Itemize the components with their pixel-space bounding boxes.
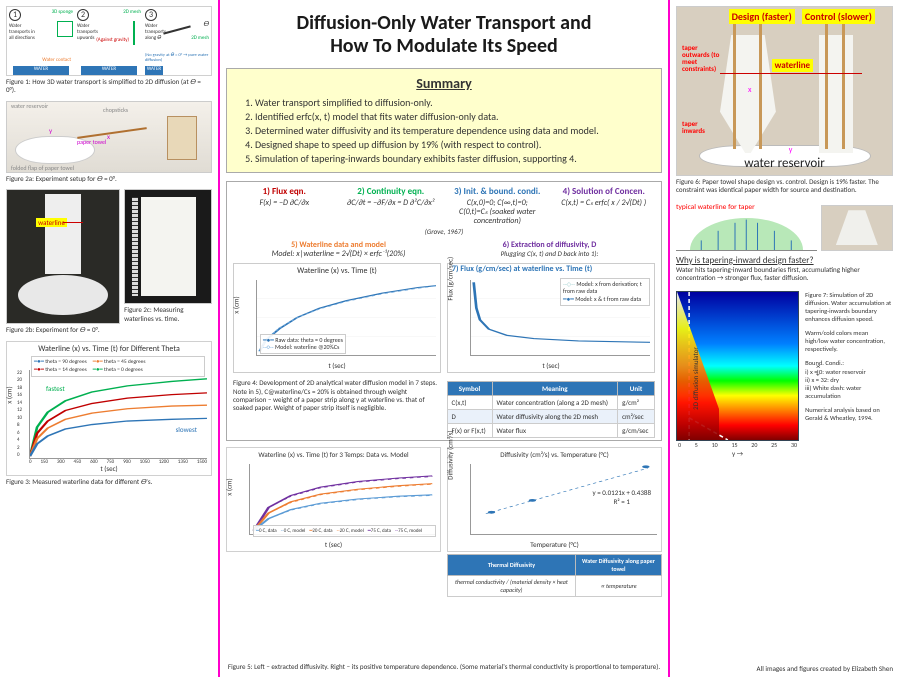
summary-item: Simulation of tapering-inwards boundary … bbox=[255, 152, 651, 165]
fig2a-reservoir: water reservoir bbox=[11, 102, 48, 110]
credit-line: All images and figures created by Elizab… bbox=[757, 664, 893, 673]
right-column: Design (faster) Control (slower) taper o… bbox=[670, 0, 899, 677]
panel-num-2: 2 bbox=[77, 9, 89, 21]
fig7-cap4: Numerical analysis based on Gerald & Whe… bbox=[805, 406, 893, 422]
fig3-slowest: slowest bbox=[176, 425, 197, 434]
fig6-control: Control (slower) bbox=[802, 9, 875, 24]
figure-1: 1 Water transports in all directions 3D … bbox=[6, 6, 212, 95]
summary-item: Identified erfc(x, t) model that fits wa… bbox=[255, 110, 651, 123]
theta-symbol: 𝛳 bbox=[204, 19, 209, 29]
fig1-t2b: 2D mesh bbox=[123, 9, 141, 15]
summary-item: Determined water diffusivity and its tem… bbox=[255, 124, 651, 137]
fig6-reservoir: water reservoir bbox=[677, 156, 892, 171]
fig6-design: Design (faster) bbox=[729, 9, 795, 24]
figure-3: Waterline (x) vs. Time (t) for Different… bbox=[6, 341, 212, 486]
fig7-cap2: Warm/cold colors mean high/low water con… bbox=[805, 329, 893, 353]
figure-6: Design (faster) Control (slower) taper o… bbox=[676, 6, 893, 195]
fig1-t1c: Water contact bbox=[42, 57, 71, 63]
fig2a-towel: paper towel bbox=[77, 138, 106, 146]
fig1-caption: Figure 1: How 3D water transport is simp… bbox=[6, 78, 212, 95]
panel-num-3: 3 bbox=[145, 9, 157, 21]
summary-heading: Summary bbox=[237, 75, 651, 92]
fig7-side-label: 2D diffusion simulator bbox=[691, 347, 700, 410]
fig3-title: Waterline (x) vs. Time (t) for Different… bbox=[7, 342, 211, 356]
fig1-t1b: 3D sponge bbox=[52, 9, 73, 15]
taper-explanation: typical waterline for taper Why is taper… bbox=[676, 205, 893, 283]
fig1-t2c: (Against gravity) bbox=[96, 37, 129, 43]
middle-column: Diffusion-Only Water Transport andHow To… bbox=[220, 0, 670, 677]
fig2a-caption: Figure 2a: Experiment setup for 𝛳 = 0°. bbox=[6, 175, 212, 183]
figure-2bc-row: waterline Figure 2b: Experiment for 𝛳 = … bbox=[6, 189, 212, 334]
chart-3temps: Waterline (x) vs. Time (t) for 3 Temps: … bbox=[226, 447, 441, 552]
thermal-diff-table: Thermal DiffusivityWater Diffusivity alo… bbox=[447, 554, 662, 597]
figure-2a: water reservoir chopsticks paper towel f… bbox=[6, 101, 212, 183]
flux-chart: 7) Flux (g/cm/sec) at waterline vs. Time… bbox=[447, 263, 655, 373]
symbol-table: SymbolMeaningUnit C(x,t)Water concentrat… bbox=[447, 381, 656, 438]
fig7-cap1: Figure 7: Simulation of 2D diffusion. Wa… bbox=[805, 291, 893, 324]
fig2a-chopsticks: chopsticks bbox=[103, 106, 128, 114]
fig6-waterline: waterline bbox=[772, 59, 814, 72]
waterline-chart: Waterline (x) vs. Time (t) x (cm) t (sec… bbox=[233, 263, 441, 373]
poster-title: Diffusion-Only Water Transport andHow To… bbox=[226, 6, 662, 68]
fig2c-caption: Figure 2c: Measuring waterlines vs. time… bbox=[124, 306, 212, 323]
fig6-taper-in: taper inwards bbox=[679, 119, 719, 135]
fig4-caption: Figure 4: Development of 2D analytical w… bbox=[233, 379, 441, 438]
summary-box: Summary Water transport simplified to di… bbox=[226, 68, 662, 173]
fig1-t3c: (No gravity at 𝛳 = 0° → pure water diffu… bbox=[145, 54, 209, 63]
fig2b-caption: Figure 2b: Experiment for 𝛳 = 0°. bbox=[6, 326, 120, 334]
fig1-t1a: Water transports in all directions bbox=[9, 23, 39, 41]
taper-label: typical waterline for taper bbox=[676, 203, 755, 212]
fig7-ylabel: ← x bbox=[813, 365, 822, 376]
fig6-caption: Figure 6: Paper towel shape design vs. c… bbox=[676, 178, 893, 195]
figure-5-row: Waterline (x) vs. Time (t) for 3 Temps: … bbox=[226, 447, 662, 660]
fig5-caption: Figure 5: Left – extracted diffusivity. … bbox=[226, 663, 662, 671]
fig6-taper-out: taper outwards (to meet constraints) bbox=[679, 43, 723, 73]
panel-num-1: 1 bbox=[9, 9, 21, 21]
fig3-caption: Figure 3: Measured waterline data for di… bbox=[6, 478, 212, 486]
summary-item: Water transport simplified to diffusion-… bbox=[255, 96, 651, 109]
chart-diffusivity: Diffusivity (cm²/s) vs. Temperature (°C)… bbox=[447, 447, 662, 552]
left-column: 1 Water transports in all directions 3D … bbox=[0, 0, 220, 677]
fig3-fastest: fastest bbox=[46, 384, 65, 393]
summary-item: Designed shape to speed up diffusion by … bbox=[255, 138, 651, 151]
fig1-t3b: 2D mesh bbox=[191, 35, 209, 41]
why-text: Water hits tapering-inward boundaries fi… bbox=[676, 266, 893, 283]
equations-box: 1) Flux eqn.F(x) = −D ∂C/∂x 2) Continuit… bbox=[226, 181, 662, 441]
figure-7: ← x 2D diffusion simulator 051015202530 … bbox=[676, 291, 893, 458]
fig2a-flap: folded flap of paper towel bbox=[11, 164, 74, 172]
